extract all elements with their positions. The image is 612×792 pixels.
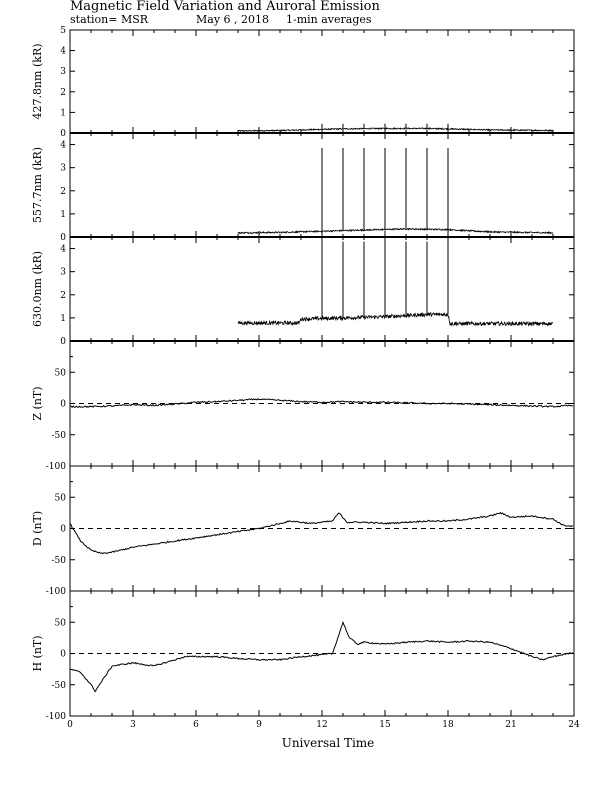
- y-tick-label: 5: [60, 26, 66, 36]
- y-tick-label: 0: [60, 400, 66, 410]
- y-tick-label: -50: [52, 431, 67, 441]
- y-tick-label: 1: [60, 108, 66, 118]
- y-tick-label: 0: [60, 129, 66, 139]
- x-axis-label: Universal Time: [282, 736, 375, 750]
- averaging-label: 1-min averages: [286, 13, 372, 26]
- x-tick-label: 24: [568, 720, 580, 730]
- x-tick-label: 18: [442, 720, 454, 730]
- y-tick-label: 3: [60, 164, 66, 174]
- x-tick-label: 3: [130, 720, 136, 730]
- y-tick-label: -100: [46, 587, 66, 597]
- series-line: [237, 227, 554, 235]
- y-tick-label: 2: [60, 291, 66, 301]
- station-label: station= MSR: [70, 13, 149, 26]
- x-tick-label: 12: [316, 720, 327, 730]
- y-axis-label: D (nT): [31, 511, 44, 546]
- y-tick-label: 0: [60, 233, 66, 243]
- y-tick-label: -100: [46, 462, 66, 472]
- y-tick-label: -50: [52, 681, 67, 691]
- y-tick-label: 50: [55, 368, 67, 378]
- x-tick-label: 0: [67, 720, 73, 730]
- series-line: [237, 311, 554, 327]
- x-tick-label: 15: [379, 720, 391, 730]
- y-axis-label: H (nT): [31, 635, 44, 671]
- x-tick-label: 6: [193, 720, 199, 730]
- y-tick-label: 1: [60, 210, 66, 220]
- panel-h: -100 -50 0 50 H (nT) 0 3 6 9 12 15 18 21 24: [31, 590, 580, 730]
- y-tick-label: 50: [55, 493, 67, 503]
- y-axis-label: 427.8nm (kR): [31, 43, 44, 119]
- chart-title: Magnetic Field Variation and Auroral Emi…: [70, 0, 380, 14]
- y-tick-label: 2: [60, 88, 66, 98]
- y-tick-label: 4: [60, 245, 66, 255]
- series-line: [69, 620, 574, 693]
- date-label: May 6 , 2018: [196, 13, 269, 26]
- y-tick-label: 3: [60, 67, 66, 77]
- panel-z: -100 -50 0 50 Z (nT): [31, 340, 575, 472]
- y-tick-label: 50: [55, 618, 67, 628]
- panel-557nm: 0 1 2 3 4 557.7nm (kR): [31, 132, 575, 243]
- panel-427nm: 0 1 2 3 4 5 427.8nm (kR): [31, 26, 575, 139]
- y-axis-label: 630.0nm (kR): [31, 251, 44, 327]
- y-tick-label: 4: [60, 141, 66, 151]
- y-tick-label: -100: [46, 712, 66, 722]
- y-tick-label: 3: [60, 268, 66, 278]
- x-tick-label: 9: [256, 720, 262, 730]
- y-tick-label: 2: [60, 187, 66, 197]
- y-axis-label: Z (nT): [31, 386, 44, 420]
- series-line: [69, 398, 574, 409]
- y-tick-label: 0: [60, 337, 66, 347]
- y-tick-label: 1: [60, 314, 66, 324]
- panel-frame: [69, 29, 575, 134]
- series-line: [237, 126, 554, 133]
- y-tick-label: 4: [60, 47, 66, 57]
- y-tick-label: 0: [60, 650, 66, 660]
- y-axis-label: 557.7nm (kR): [31, 147, 44, 223]
- panel-630nm: 0 1 2 3 4 630.0nm (kR): [31, 236, 575, 347]
- y-tick-label: 0: [60, 525, 66, 535]
- panel-d: -100 -50 0 50 D (nT): [31, 465, 575, 597]
- x-tick-label: 21: [505, 720, 516, 730]
- y-tick-label: -50: [52, 556, 67, 566]
- series-line: [69, 511, 574, 555]
